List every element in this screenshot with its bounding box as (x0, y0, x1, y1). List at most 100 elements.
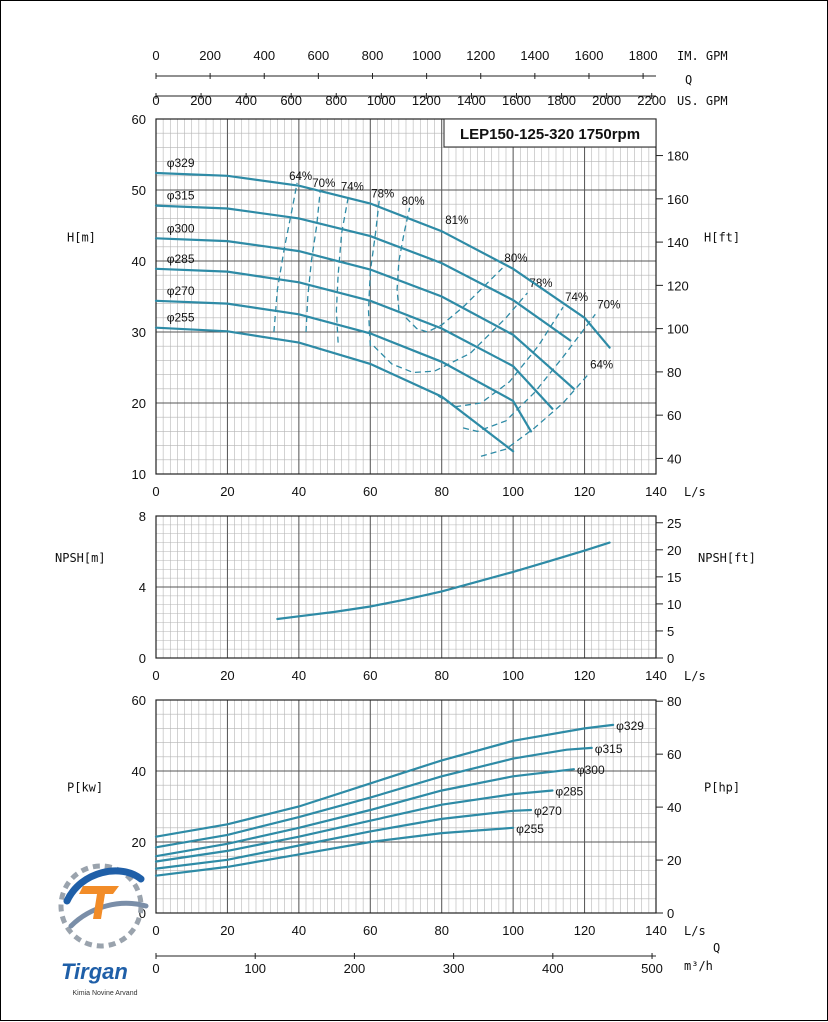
series-curve (154, 204, 572, 342)
curve-label: φ329 (616, 719, 644, 733)
power-panel: 0 20 40 60 80 100 120 1400204060020406080L/sP[k… (67, 693, 740, 976)
bottom-axis-label: m³/h (684, 959, 713, 973)
series-curve (154, 826, 515, 877)
series-curve (154, 768, 575, 858)
x-tick-label: 20 (220, 484, 234, 499)
x-tick-label: 40 (292, 923, 306, 938)
series-curve (154, 746, 593, 849)
y-tick-label: 0 (139, 651, 146, 666)
bottom-axis-tick-label: 400 (542, 961, 564, 976)
x-tick-label: 140 (645, 923, 667, 938)
tirgan-logo: Tirgan Kimia Novine Arvand (58, 863, 149, 997)
top-axis-tick-label: 1000 (367, 93, 396, 108)
x-tick-label: 120 (574, 668, 596, 683)
y2-tick-label: 80 (667, 365, 681, 380)
plot-frame (155, 699, 657, 914)
y-tick-label: 4 (139, 580, 146, 595)
y-tick-label: 40 (132, 254, 146, 269)
curve-label: φ315 (167, 189, 195, 203)
x-tick-label: 0 (152, 668, 159, 683)
series-curve (154, 171, 611, 349)
x-tick-label: 100 (502, 923, 524, 938)
y-tick-label: 40 (132, 764, 146, 779)
curve-label: φ300 (167, 221, 195, 235)
y-tick-label: 10 (132, 467, 146, 482)
y-tick-label: 50 (132, 183, 146, 198)
efficiency-label: 64% (590, 360, 613, 372)
curve-label: φ255 (167, 311, 195, 325)
logo-subtitle: Kimia Novine Arvand (73, 990, 138, 997)
x-axis-label: L/s (684, 669, 706, 683)
logo-t-mark (79, 886, 119, 919)
y2-tick-label: 20 (667, 853, 681, 868)
top-axis-tick-label: 2200 (637, 93, 666, 108)
x-tick-label: 80 (434, 923, 448, 938)
efficiency-label: 70% (597, 299, 620, 311)
top-axis-tick-label: 1400 (457, 93, 486, 108)
top-axis-tick-label: 2000 (592, 93, 621, 108)
series-curve (154, 808, 533, 870)
efficiency-label: 78% (529, 278, 552, 290)
logo-swoosh (63, 867, 145, 905)
efficiency-line (462, 313, 596, 433)
y2-axis-label: H[ft] (704, 231, 740, 245)
curve-label: φ270 (167, 284, 195, 298)
series-curve (154, 237, 575, 390)
x-tick-label: 140 (645, 668, 667, 683)
y2-tick-label: 80 (667, 694, 681, 709)
y2-tick-label: 60 (667, 408, 681, 423)
y-tick-label: 60 (132, 112, 146, 127)
top-axis-tick-label: 800 (325, 93, 347, 108)
top-axis-tick-label: 400 (253, 48, 275, 63)
bottom-axis-tick-label: 200 (344, 961, 366, 976)
y-tick-label: 0 (139, 906, 146, 921)
efficiency-line (367, 200, 380, 347)
curve-label: φ315 (595, 742, 623, 756)
y2-tick-label: 5 (667, 624, 674, 639)
top-axis-tick-label: 600 (280, 93, 302, 108)
x-tick-label: 60 (363, 668, 377, 683)
top-axis-tick-label: 1200 (412, 93, 441, 108)
top-axis-tick-label: 1400 (520, 48, 549, 63)
efficiency-line (373, 292, 528, 374)
y2-tick-label: 40 (667, 800, 681, 815)
x-axis-label: L/s (684, 485, 706, 499)
series-curve (154, 789, 554, 863)
top-axis-tick-label: 1800 (629, 48, 658, 63)
top-axis-tick-label: 600 (308, 48, 330, 63)
curve-label: φ300 (577, 763, 605, 777)
efficiency-line (273, 182, 298, 333)
top-axis-tick-label: 0 (152, 48, 159, 63)
y2-tick-label: 140 (667, 235, 689, 250)
y-tick-label: 20 (132, 835, 146, 850)
x-tick-label: 0 (152, 484, 159, 499)
top-axis-label: IM. GPM (677, 49, 728, 63)
y2-axis-label: NPSH[ft] (698, 551, 756, 565)
bottom-axis-tick-label: 500 (641, 961, 663, 976)
top-axis-tick-label: 200 (190, 93, 212, 108)
series-curve (154, 299, 533, 433)
efficiency-line (396, 207, 411, 311)
efficiency-label: 74% (341, 182, 364, 194)
curve-label: φ285 (555, 785, 583, 799)
efficiency-label: 78% (371, 189, 394, 201)
y-axis-label: H[m] (67, 231, 96, 245)
y2-axis-label: P[hp] (704, 781, 740, 795)
y2-tick-label: 10 (667, 597, 681, 612)
q-axis-label: Q (713, 941, 720, 955)
title-box (443, 118, 657, 148)
logo-name: Tirgan (61, 959, 128, 984)
efficiency-line (335, 193, 350, 343)
y2-tick-label: 180 (667, 149, 689, 164)
y2-tick-label: 20 (667, 543, 681, 558)
x-tick-label: 100 (502, 668, 524, 683)
top-axis-tick-label: 1800 (547, 93, 576, 108)
series-curve (154, 723, 615, 838)
curve-label: φ285 (167, 252, 195, 266)
x-tick-label: 40 (292, 668, 306, 683)
efficiency-label: 64% (289, 171, 312, 183)
y-tick-label: 60 (132, 693, 146, 708)
x-tick-label: 80 (434, 668, 448, 683)
